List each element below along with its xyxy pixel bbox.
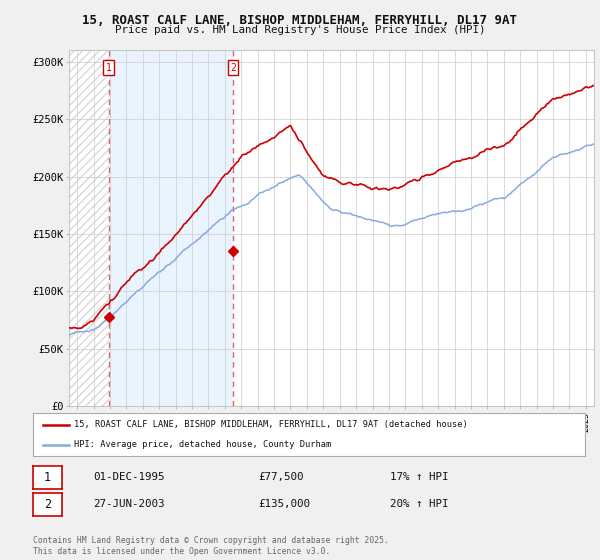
Text: This data is licensed under the Open Government Licence v3.0.: This data is licensed under the Open Gov… bbox=[33, 547, 331, 556]
Text: £77,500: £77,500 bbox=[258, 472, 304, 482]
Bar bbox=[69, 50, 109, 406]
Text: 27-JUN-2003: 27-JUN-2003 bbox=[93, 499, 164, 509]
Text: 1: 1 bbox=[106, 63, 112, 73]
Text: 20% ↑ HPI: 20% ↑ HPI bbox=[390, 499, 449, 509]
Text: 01-DEC-1995: 01-DEC-1995 bbox=[93, 472, 164, 482]
Text: Price paid vs. HM Land Registry's House Price Index (HPI): Price paid vs. HM Land Registry's House … bbox=[115, 25, 485, 35]
Text: 2: 2 bbox=[44, 498, 51, 511]
Text: 15, ROAST CALF LANE, BISHOP MIDDLEHAM, FERRYHILL, DL17 9AT: 15, ROAST CALF LANE, BISHOP MIDDLEHAM, F… bbox=[83, 14, 517, 27]
Bar bbox=[109, 50, 233, 406]
Text: 15, ROAST CALF LANE, BISHOP MIDDLEHAM, FERRYHILL, DL17 9AT (detached house): 15, ROAST CALF LANE, BISHOP MIDDLEHAM, F… bbox=[74, 420, 468, 429]
Text: 17% ↑ HPI: 17% ↑ HPI bbox=[390, 472, 449, 482]
Text: 2: 2 bbox=[230, 63, 236, 73]
Text: HPI: Average price, detached house, County Durham: HPI: Average price, detached house, Coun… bbox=[74, 440, 332, 449]
Text: Contains HM Land Registry data © Crown copyright and database right 2025.: Contains HM Land Registry data © Crown c… bbox=[33, 536, 389, 545]
Text: £135,000: £135,000 bbox=[258, 499, 310, 509]
Text: 1: 1 bbox=[44, 471, 51, 484]
